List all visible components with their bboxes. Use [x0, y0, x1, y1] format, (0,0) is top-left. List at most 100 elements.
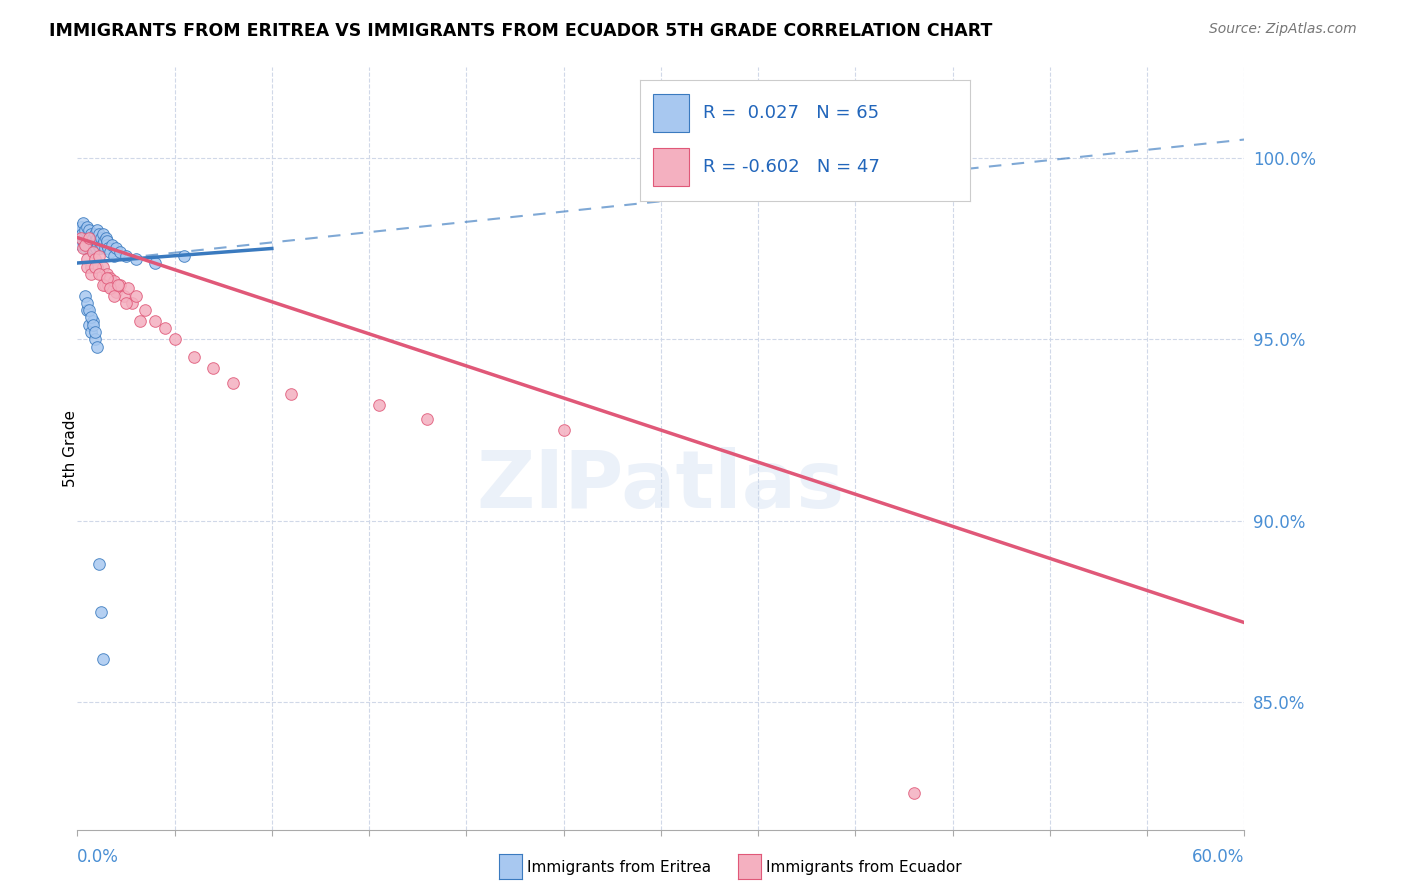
Point: [202, 361, 225, 376]
Point: [76, 219, 98, 234]
Point: [75, 238, 97, 252]
Point: [75, 289, 97, 303]
Point: [108, 277, 131, 292]
Point: [903, 786, 925, 800]
Point: [91, 652, 114, 666]
Point: [87, 267, 110, 281]
Point: [101, 238, 124, 252]
Point: [86, 230, 108, 244]
Point: [86, 340, 108, 354]
Point: [80, 234, 103, 248]
Point: [86, 223, 108, 237]
Point: [86, 260, 108, 274]
Point: [77, 223, 100, 237]
Point: [115, 249, 138, 263]
Point: [96, 234, 118, 248]
Point: [72, 216, 94, 230]
Point: [87, 227, 110, 241]
Point: [124, 289, 148, 303]
Point: [75, 223, 97, 237]
Point: [76, 303, 98, 318]
Y-axis label: 5th Grade: 5th Grade: [63, 409, 77, 487]
Point: [77, 234, 100, 248]
Point: [87, 238, 110, 252]
Point: [96, 238, 118, 252]
Point: [103, 249, 125, 263]
Point: [105, 285, 128, 299]
Point: [183, 351, 205, 365]
Point: [83, 332, 105, 346]
Point: [93, 277, 115, 292]
Point: [82, 318, 104, 332]
Point: [112, 289, 135, 303]
Point: [143, 314, 166, 328]
Point: [80, 325, 103, 339]
Point: [70, 238, 93, 252]
Text: R = -0.602   N = 47: R = -0.602 N = 47: [703, 158, 879, 176]
Point: [90, 267, 112, 281]
Point: [67, 230, 90, 244]
Point: [82, 245, 104, 260]
Bar: [652, 148, 689, 186]
Point: [553, 423, 575, 437]
Point: [128, 314, 150, 328]
Point: [103, 289, 125, 303]
Text: R =  0.027   N = 65: R = 0.027 N = 65: [703, 103, 879, 122]
Point: [70, 227, 93, 241]
Point: [96, 267, 118, 281]
Point: [80, 310, 103, 325]
Point: [77, 230, 100, 244]
Point: [97, 277, 120, 292]
Point: [117, 281, 139, 295]
Point: [70, 219, 93, 234]
Point: [75, 238, 97, 252]
Point: [82, 314, 104, 328]
Point: [280, 386, 302, 401]
Point: [72, 242, 94, 256]
Point: [83, 260, 105, 274]
Point: [70, 230, 93, 244]
Point: [108, 245, 131, 260]
Point: [83, 227, 105, 241]
Point: [76, 296, 98, 310]
Point: [163, 332, 186, 346]
Point: [107, 277, 129, 292]
Point: [72, 234, 94, 248]
Text: Source: ZipAtlas.com: Source: ZipAtlas.com: [1209, 22, 1357, 37]
Point: [91, 277, 114, 292]
Text: 60.0%: 60.0%: [1192, 847, 1244, 866]
Point: [76, 260, 98, 274]
Point: [69, 223, 91, 237]
Point: [84, 242, 107, 256]
Point: [77, 303, 100, 318]
Point: [77, 318, 100, 332]
Point: [173, 249, 195, 263]
Point: [80, 267, 103, 281]
Point: [83, 325, 105, 339]
Point: [83, 238, 105, 252]
Point: [77, 242, 100, 256]
Point: [100, 245, 122, 260]
Point: [80, 227, 103, 241]
Point: [90, 605, 112, 619]
Point: [82, 230, 104, 244]
Point: [83, 252, 105, 267]
Point: [100, 270, 122, 285]
Point: [121, 296, 143, 310]
Point: [105, 242, 128, 256]
Point: [90, 230, 112, 244]
Point: [73, 230, 96, 244]
Text: 0.0%: 0.0%: [77, 847, 120, 866]
Point: [134, 303, 156, 318]
Point: [87, 558, 110, 572]
Point: [96, 270, 118, 285]
Point: [93, 234, 115, 248]
Text: Immigrants from Ecuador: Immigrants from Ecuador: [766, 860, 962, 874]
Point: [79, 230, 101, 244]
Bar: [652, 94, 689, 132]
Text: Immigrants from Eritrea: Immigrants from Eritrea: [527, 860, 711, 874]
Point: [76, 230, 98, 244]
Point: [93, 242, 115, 256]
Point: [82, 242, 104, 256]
Point: [80, 260, 103, 274]
